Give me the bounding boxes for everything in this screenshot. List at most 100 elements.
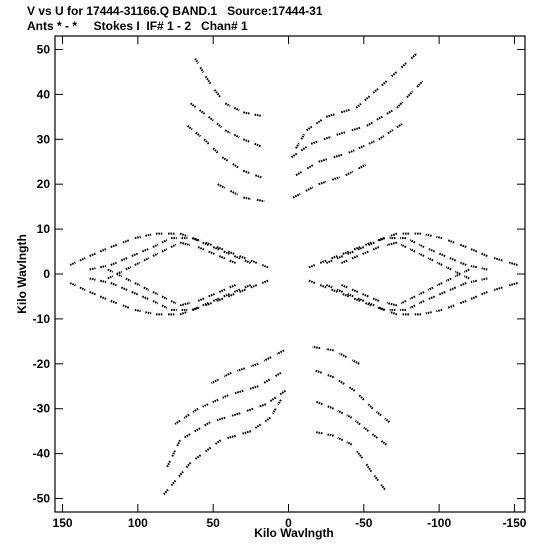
uv-point-segment [99, 279, 107, 283]
uv-point-segment [315, 400, 323, 406]
uv-point-segment [145, 311, 152, 315]
uv-point-segment [341, 284, 348, 289]
y-tick-label: 40 [37, 87, 51, 101]
uv-point-segment [192, 237, 201, 242]
x-tick-label: 50 [206, 516, 220, 530]
uv-point-segment [69, 282, 76, 287]
uv-point-segment [208, 116, 214, 122]
uv-point-segment [410, 52, 418, 60]
uv-point-segment [333, 153, 343, 159]
uv-point-segment [189, 102, 197, 108]
uv-point-segment [216, 416, 226, 422]
uv-point-segment [436, 308, 443, 313]
uv-point-segment [250, 362, 259, 368]
uv-point-segment [99, 265, 107, 269]
uv-point-segment [131, 291, 139, 296]
uv-point-segment [336, 131, 346, 136]
uv-point-segment [327, 433, 334, 437]
uv-point-segment [306, 125, 313, 132]
uv-point-segment [409, 295, 416, 300]
uv-point-segment [218, 255, 226, 260]
uv-point-segment [295, 170, 303, 177]
uv-point-segment [170, 300, 177, 305]
uv-point-segment [337, 436, 344, 442]
uv-point-segment [205, 302, 213, 307]
x-tick-label: -100 [427, 516, 451, 530]
uv-point-segment [216, 122, 223, 129]
uv-point-segment [372, 297, 380, 302]
uv-point-segment [161, 248, 168, 253]
uv-point-segment [176, 439, 181, 447]
uv-point-segment [378, 135, 385, 141]
uv-point-segment [400, 300, 407, 305]
uv-point-segment [199, 109, 206, 115]
uv-point-segment [336, 255, 344, 260]
uv-point-segment [233, 255, 241, 260]
uv-point-segment [195, 131, 202, 138]
uv-point-segment [244, 284, 251, 289]
uv-point-segment [170, 479, 177, 487]
uv-point-segment [163, 488, 169, 496]
uv-point-segment [351, 288, 359, 293]
uv-point-segment [212, 147, 219, 154]
uv-point-segment [436, 235, 443, 240]
uv-point-segment [131, 252, 139, 257]
uv-point-segment [184, 433, 191, 439]
y-axis-label: Kilo Wavlngth [15, 234, 29, 314]
x-axis-label: Kilo Wavlngth [254, 526, 334, 540]
uv-point-segment [212, 246, 220, 251]
uv-point-segment [387, 129, 394, 135]
uv-point-segment [351, 255, 359, 260]
uv-point-segment [99, 248, 107, 253]
uv-point-segment [120, 257, 128, 262]
uv-point-segment [107, 268, 114, 273]
uv-point-segment [400, 243, 407, 248]
uv-point-segment [481, 252, 488, 257]
uv-point-segment [368, 140, 375, 145]
uv-point-segment [295, 142, 300, 149]
uv-point-segment [224, 102, 231, 107]
uv-point-segment [447, 304, 455, 309]
uv-point-segment [213, 89, 222, 98]
uv-point-segment [210, 378, 219, 385]
uv-point-segment [161, 304, 168, 309]
chart-title: V vs U for 17444-31166.Q BAND.1 Source:1… [27, 4, 323, 18]
uv-point-segment [318, 180, 327, 186]
uv-point-segment [338, 352, 347, 358]
uv-point-segment [134, 282, 141, 287]
uv-point-segment [107, 275, 114, 280]
uv-point-segment [306, 163, 315, 170]
uv-point-segment [375, 410, 382, 417]
uv-point-segment [192, 407, 199, 413]
uv-point-segment [197, 297, 205, 302]
y-tick-label: 50 [37, 42, 51, 56]
y-tick-label: 30 [37, 132, 51, 146]
chart-subtitle: Ants * - * Stokes I IF# 1 - 2 Chan# 1 [27, 19, 248, 33]
x-tick-label: -50 [355, 516, 373, 530]
y-tick-label: -30 [33, 402, 51, 416]
uv-point-segment [409, 304, 416, 309]
uv-point-segment [363, 426, 369, 432]
y-tick-label: 10 [37, 222, 51, 236]
uv-point-segment [326, 373, 335, 379]
uv-point-segment [216, 246, 224, 251]
uv-point-segment [396, 123, 403, 129]
uv-point-segment [223, 250, 230, 255]
uv-point-segment [99, 295, 107, 300]
uv-point-segment [227, 293, 235, 298]
uv-point-segment [372, 88, 379, 94]
uv-point-segment [152, 252, 159, 257]
uv-point-segment [205, 241, 213, 246]
uv-point-segment [89, 252, 96, 257]
uv-point-segment [396, 101, 404, 109]
y-tick-label: -20 [33, 357, 51, 371]
uv-point-segment [378, 237, 386, 242]
uv-point-segment [400, 61, 408, 69]
x-tick-label: 150 [53, 516, 73, 530]
uv-point-segment [318, 158, 328, 163]
uv-point-segment [355, 450, 364, 459]
uv-point-segment [242, 138, 250, 143]
uv-point-segment [314, 369, 322, 374]
uv-point-segment [218, 288, 226, 293]
uv-point-segment [364, 95, 371, 102]
